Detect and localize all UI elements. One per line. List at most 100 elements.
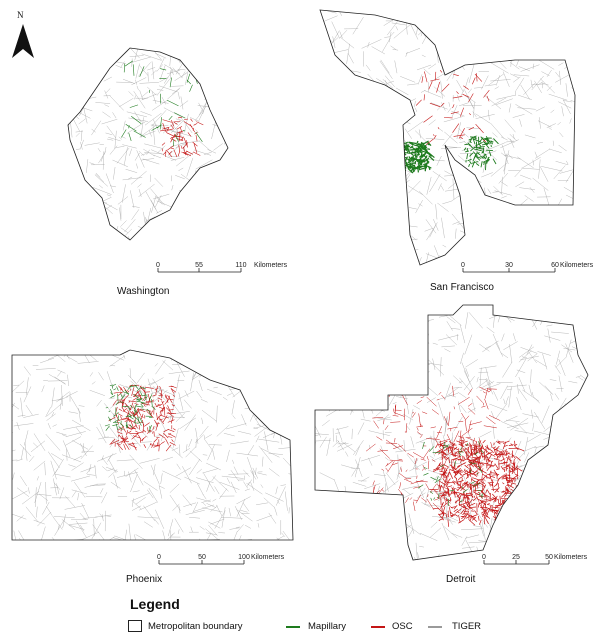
road-segment	[238, 46, 249, 54]
osc-trace	[485, 506, 491, 510]
osc-trace	[472, 484, 478, 488]
road-segment	[90, 539, 100, 540]
osc-trace	[455, 508, 462, 514]
osc-trace	[457, 477, 460, 481]
road-segment	[429, 269, 439, 274]
osc-trace	[498, 519, 502, 521]
road-segment	[226, 477, 231, 484]
road-segment	[489, 403, 508, 412]
road-segment	[433, 86, 446, 97]
road-segment	[175, 55, 188, 75]
road-segment	[388, 357, 397, 362]
road-segment	[184, 219, 191, 224]
road-segment	[243, 72, 245, 79]
mapillary-trace	[443, 444, 449, 449]
osc-trace	[500, 458, 506, 462]
road-segment	[246, 41, 261, 46]
osc-trace	[453, 513, 458, 517]
road-segment	[230, 469, 240, 482]
mapillary-trace	[410, 166, 417, 172]
road-segment	[481, 521, 486, 541]
road-segment	[533, 430, 551, 436]
osc-trace	[118, 408, 123, 412]
road-segment	[194, 434, 204, 443]
road-segment	[347, 52, 354, 64]
road-segment	[253, 425, 265, 429]
road-segment	[564, 419, 567, 426]
mapillary-trace	[116, 386, 119, 391]
road-segment	[287, 392, 293, 398]
road-segment	[131, 205, 140, 208]
road-segment	[198, 362, 200, 372]
road-segment	[332, 309, 336, 317]
road-segment	[112, 537, 122, 540]
road-segment	[577, 514, 588, 533]
road-segment	[320, 88, 335, 98]
road-segment	[120, 61, 125, 68]
osc-trace	[425, 483, 430, 490]
road-segment	[558, 198, 562, 205]
road-segment	[13, 530, 19, 540]
osc-trace	[160, 412, 162, 416]
osc-trace	[429, 102, 441, 108]
mapillary-trace	[423, 163, 428, 168]
road-segment	[160, 65, 166, 80]
road-segment	[321, 235, 330, 244]
osc-trace	[448, 458, 450, 464]
road-segment	[176, 374, 180, 391]
road-segment	[473, 185, 478, 192]
road-segment	[81, 130, 83, 141]
road-segment	[81, 502, 90, 519]
road-segment	[136, 372, 145, 384]
road-segment	[179, 417, 196, 430]
osc-trace	[462, 506, 470, 510]
road-segment	[458, 381, 463, 384]
road-segment	[381, 246, 392, 261]
osc-trace	[157, 403, 161, 406]
road-segment	[45, 544, 46, 550]
osc-trace	[166, 132, 174, 137]
road-segment	[208, 181, 223, 193]
road-segment	[244, 167, 245, 184]
road-segment	[118, 136, 122, 140]
road-segment	[189, 458, 201, 476]
road-segment	[153, 50, 163, 61]
road-segment	[199, 97, 210, 116]
road-segment	[457, 222, 467, 225]
osc-trace	[453, 508, 459, 512]
road-segment	[282, 457, 293, 471]
road-segment	[48, 451, 60, 469]
osc-trace	[440, 102, 445, 107]
road-segment	[196, 170, 204, 179]
road-segment	[525, 494, 535, 499]
osc-trace	[447, 486, 449, 495]
road-segment	[56, 156, 66, 169]
road-segment	[45, 541, 55, 543]
road-segment	[526, 434, 541, 443]
road-segment	[535, 106, 545, 112]
road-segment	[103, 233, 109, 240]
road-segment	[105, 88, 111, 94]
road-segment	[68, 76, 86, 91]
mapillary-trace	[174, 112, 186, 119]
osc-trace	[419, 434, 423, 438]
road-segment	[344, 499, 351, 508]
road-segment	[180, 140, 200, 144]
road-segment	[65, 436, 82, 446]
road-segment	[170, 120, 185, 134]
osc-trace	[500, 510, 502, 519]
road-segment	[245, 525, 251, 529]
road-segment	[105, 221, 107, 230]
road-segment	[38, 493, 49, 501]
road-segment	[321, 419, 330, 427]
road-segment	[537, 120, 552, 128]
road-segment	[521, 167, 540, 170]
osc-trace	[440, 440, 448, 446]
road-segment	[216, 424, 230, 437]
road-segment	[476, 380, 488, 389]
road-segment	[279, 428, 283, 445]
road-segment	[175, 467, 191, 477]
road-segment	[224, 124, 228, 142]
road-segment	[509, 62, 520, 70]
road-segment	[347, 558, 361, 560]
